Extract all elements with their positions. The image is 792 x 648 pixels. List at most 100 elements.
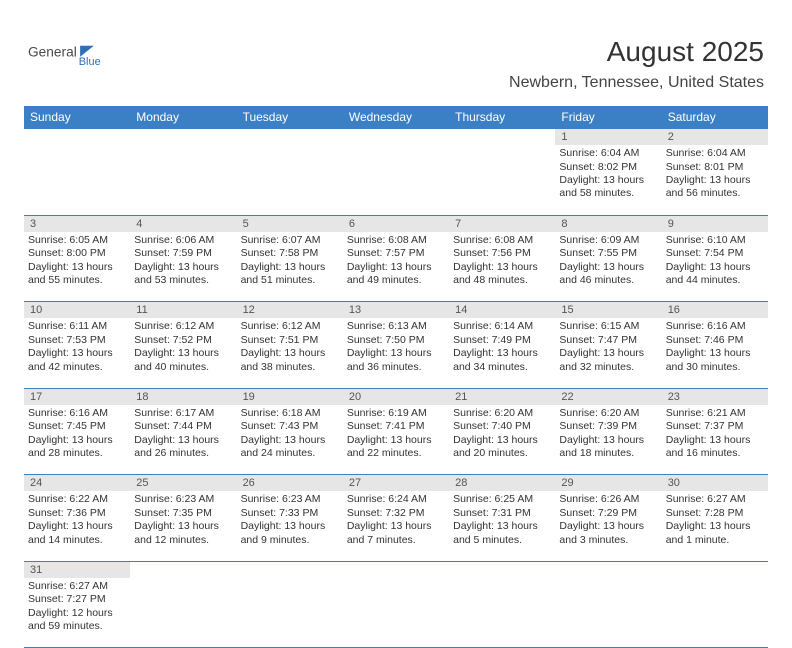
col-monday: Monday bbox=[130, 106, 236, 129]
daylight-text: Daylight: 13 hours and 51 minutes. bbox=[241, 261, 339, 288]
day-number-cell bbox=[343, 561, 449, 578]
sunrise-text: Sunrise: 6:08 AM bbox=[347, 234, 445, 247]
daylight-text: Daylight: 13 hours and 18 minutes. bbox=[559, 434, 657, 461]
sunset-text: Sunset: 7:29 PM bbox=[559, 507, 657, 520]
sunrise-text: Sunrise: 6:05 AM bbox=[28, 234, 126, 247]
sunset-text: Sunset: 7:37 PM bbox=[666, 420, 764, 433]
day-detail-cell: Sunrise: 6:19 AMSunset: 7:41 PMDaylight:… bbox=[343, 405, 449, 475]
day-detail-cell: Sunrise: 6:14 AMSunset: 7:49 PMDaylight:… bbox=[449, 318, 555, 388]
day-detail-cell: Sunrise: 6:27 AMSunset: 7:27 PMDaylight:… bbox=[24, 578, 130, 648]
day-detail-cell bbox=[237, 145, 343, 215]
day-detail-cell: Sunrise: 6:18 AMSunset: 7:43 PMDaylight:… bbox=[237, 405, 343, 475]
day-number-cell: 8 bbox=[555, 215, 661, 232]
sunrise-text: Sunrise: 6:19 AM bbox=[347, 407, 445, 420]
day-detail-cell: Sunrise: 6:08 AMSunset: 7:57 PMDaylight:… bbox=[343, 232, 449, 302]
calendar-daynum-row: 17181920212223 bbox=[24, 388, 768, 405]
daylight-text: Daylight: 13 hours and 9 minutes. bbox=[241, 520, 339, 547]
col-tuesday: Tuesday bbox=[237, 106, 343, 129]
day-detail-cell: Sunrise: 6:16 AMSunset: 7:45 PMDaylight:… bbox=[24, 405, 130, 475]
day-number-cell: 12 bbox=[237, 302, 343, 319]
day-detail-cell bbox=[555, 578, 661, 648]
day-detail-cell: Sunrise: 6:20 AMSunset: 7:39 PMDaylight:… bbox=[555, 405, 661, 475]
day-detail-cell bbox=[130, 578, 236, 648]
day-number-cell bbox=[130, 561, 236, 578]
sunset-text: Sunset: 7:57 PM bbox=[347, 247, 445, 260]
day-number-cell: 5 bbox=[237, 215, 343, 232]
daylight-text: Daylight: 13 hours and 16 minutes. bbox=[666, 434, 764, 461]
sunset-text: Sunset: 7:59 PM bbox=[134, 247, 232, 260]
sunrise-text: Sunrise: 6:17 AM bbox=[134, 407, 232, 420]
calendar-daynum-row: 31 bbox=[24, 561, 768, 578]
sunrise-text: Sunrise: 6:13 AM bbox=[347, 320, 445, 333]
sunset-text: Sunset: 7:33 PM bbox=[241, 507, 339, 520]
day-detail-cell: Sunrise: 6:27 AMSunset: 7:28 PMDaylight:… bbox=[662, 491, 768, 561]
day-number-cell bbox=[662, 561, 768, 578]
daylight-text: Daylight: 13 hours and 56 minutes. bbox=[666, 174, 764, 201]
sunset-text: Sunset: 7:47 PM bbox=[559, 334, 657, 347]
sunset-text: Sunset: 7:32 PM bbox=[347, 507, 445, 520]
daylight-text: Daylight: 13 hours and 12 minutes. bbox=[134, 520, 232, 547]
day-number-cell bbox=[237, 561, 343, 578]
calendar-table: Sunday Monday Tuesday Wednesday Thursday… bbox=[24, 106, 768, 648]
day-number-cell: 2 bbox=[662, 129, 768, 146]
sunrise-text: Sunrise: 6:06 AM bbox=[134, 234, 232, 247]
day-number-cell: 28 bbox=[449, 475, 555, 492]
sunset-text: Sunset: 7:39 PM bbox=[559, 420, 657, 433]
calendar-detail-row: Sunrise: 6:05 AMSunset: 8:00 PMDaylight:… bbox=[24, 232, 768, 302]
daylight-text: Daylight: 13 hours and 20 minutes. bbox=[453, 434, 551, 461]
sunrise-text: Sunrise: 6:20 AM bbox=[453, 407, 551, 420]
day-detail-cell: Sunrise: 6:23 AMSunset: 7:33 PMDaylight:… bbox=[237, 491, 343, 561]
day-number-cell: 4 bbox=[130, 215, 236, 232]
brand-logo: General Blue bbox=[28, 40, 124, 68]
sunrise-text: Sunrise: 6:23 AM bbox=[241, 493, 339, 506]
day-detail-cell: Sunrise: 6:23 AMSunset: 7:35 PMDaylight:… bbox=[130, 491, 236, 561]
daylight-text: Daylight: 13 hours and 24 minutes. bbox=[241, 434, 339, 461]
day-number-cell: 25 bbox=[130, 475, 236, 492]
sunset-text: Sunset: 7:31 PM bbox=[453, 507, 551, 520]
daylight-text: Daylight: 13 hours and 40 minutes. bbox=[134, 347, 232, 374]
col-saturday: Saturday bbox=[662, 106, 768, 129]
daylight-text: Daylight: 13 hours and 3 minutes. bbox=[559, 520, 657, 547]
daylight-text: Daylight: 13 hours and 32 minutes. bbox=[559, 347, 657, 374]
sunrise-text: Sunrise: 6:21 AM bbox=[666, 407, 764, 420]
day-number-cell: 9 bbox=[662, 215, 768, 232]
sunset-text: Sunset: 8:01 PM bbox=[666, 161, 764, 174]
day-number-cell: 29 bbox=[555, 475, 661, 492]
sunset-text: Sunset: 8:02 PM bbox=[559, 161, 657, 174]
sunrise-text: Sunrise: 6:08 AM bbox=[453, 234, 551, 247]
day-number-cell: 11 bbox=[130, 302, 236, 319]
day-number-cell: 23 bbox=[662, 388, 768, 405]
sunrise-text: Sunrise: 6:14 AM bbox=[453, 320, 551, 333]
day-detail-cell: Sunrise: 6:06 AMSunset: 7:59 PMDaylight:… bbox=[130, 232, 236, 302]
day-number-cell: 18 bbox=[130, 388, 236, 405]
calendar-daynum-row: 3456789 bbox=[24, 215, 768, 232]
day-detail-cell: Sunrise: 6:07 AMSunset: 7:58 PMDaylight:… bbox=[237, 232, 343, 302]
col-thursday: Thursday bbox=[449, 106, 555, 129]
day-number-cell: 6 bbox=[343, 215, 449, 232]
sunrise-text: Sunrise: 6:09 AM bbox=[559, 234, 657, 247]
day-number-cell: 30 bbox=[662, 475, 768, 492]
day-number-cell: 17 bbox=[24, 388, 130, 405]
col-sunday: Sunday bbox=[24, 106, 130, 129]
day-detail-cell bbox=[449, 145, 555, 215]
sunset-text: Sunset: 7:52 PM bbox=[134, 334, 232, 347]
day-detail-cell: Sunrise: 6:04 AMSunset: 8:02 PMDaylight:… bbox=[555, 145, 661, 215]
day-detail-cell: Sunrise: 6:11 AMSunset: 7:53 PMDaylight:… bbox=[24, 318, 130, 388]
day-detail-cell: Sunrise: 6:15 AMSunset: 7:47 PMDaylight:… bbox=[555, 318, 661, 388]
daylight-text: Daylight: 13 hours and 7 minutes. bbox=[347, 520, 445, 547]
sunrise-text: Sunrise: 6:04 AM bbox=[666, 147, 764, 160]
day-detail-cell: Sunrise: 6:12 AMSunset: 7:51 PMDaylight:… bbox=[237, 318, 343, 388]
daylight-text: Daylight: 13 hours and 36 minutes. bbox=[347, 347, 445, 374]
sunrise-text: Sunrise: 6:25 AM bbox=[453, 493, 551, 506]
daylight-text: Daylight: 13 hours and 55 minutes. bbox=[28, 261, 126, 288]
sunset-text: Sunset: 7:35 PM bbox=[134, 507, 232, 520]
day-number-cell: 26 bbox=[237, 475, 343, 492]
calendar-daynum-row: 12 bbox=[24, 129, 768, 146]
sunset-text: Sunset: 7:43 PM bbox=[241, 420, 339, 433]
sunset-text: Sunset: 7:44 PM bbox=[134, 420, 232, 433]
day-number-cell: 24 bbox=[24, 475, 130, 492]
sunrise-text: Sunrise: 6:11 AM bbox=[28, 320, 126, 333]
day-detail-cell bbox=[449, 578, 555, 648]
day-detail-cell bbox=[343, 145, 449, 215]
daylight-text: Daylight: 13 hours and 1 minute. bbox=[666, 520, 764, 547]
